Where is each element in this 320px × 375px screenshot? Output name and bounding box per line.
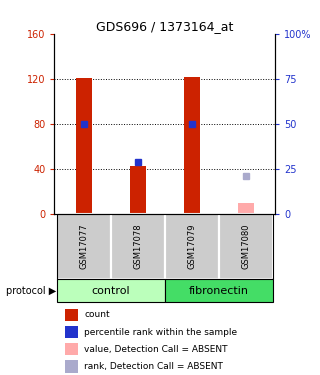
Text: control: control: [92, 286, 130, 296]
Text: GSM17080: GSM17080: [241, 224, 250, 269]
Text: rank, Detection Call = ABSENT: rank, Detection Call = ABSENT: [84, 362, 223, 371]
Text: count: count: [84, 310, 110, 320]
Bar: [66, 360, 77, 373]
Bar: [66, 326, 77, 338]
Bar: [219, 214, 273, 279]
Bar: [57, 214, 111, 279]
Text: fibronectin: fibronectin: [189, 286, 249, 296]
Bar: [111, 214, 165, 279]
Text: value, Detection Call = ABSENT: value, Detection Call = ABSENT: [84, 345, 228, 354]
Bar: [66, 343, 77, 355]
Title: GDS696 / 1373164_at: GDS696 / 1373164_at: [96, 20, 234, 33]
Text: GSM17079: GSM17079: [187, 224, 196, 269]
Bar: [66, 309, 77, 321]
Text: GSM17077: GSM17077: [79, 224, 89, 269]
Bar: [130, 166, 146, 214]
Bar: [165, 279, 273, 303]
Bar: [57, 279, 165, 303]
Text: protocol ▶: protocol ▶: [6, 286, 56, 296]
Bar: [76, 78, 92, 214]
Text: percentile rank within the sample: percentile rank within the sample: [84, 327, 237, 336]
Bar: [165, 214, 219, 279]
Bar: [184, 76, 200, 214]
Text: GSM17078: GSM17078: [133, 224, 142, 269]
Bar: [237, 203, 254, 214]
